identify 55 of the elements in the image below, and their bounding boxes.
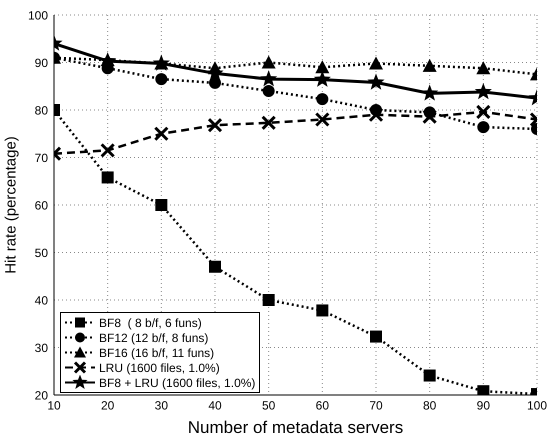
y-tick-label: 50 bbox=[34, 246, 48, 260]
x-tick-label: 10 bbox=[47, 398, 61, 413]
point bbox=[315, 60, 330, 74]
x-tick-label: 20 bbox=[100, 398, 115, 413]
point bbox=[155, 199, 168, 211]
point bbox=[422, 109, 438, 124]
x-tick-label: 40 bbox=[208, 398, 222, 413]
point bbox=[316, 304, 328, 316]
point bbox=[477, 121, 490, 134]
point bbox=[100, 142, 116, 158]
point bbox=[422, 58, 437, 72]
point bbox=[262, 294, 275, 306]
point bbox=[314, 112, 330, 127]
point bbox=[261, 115, 276, 130]
x-tick-label: 80 bbox=[422, 398, 437, 413]
legend-label: BF16 (16 b/f, 11 funs) bbox=[99, 346, 214, 360]
x-tick-label: 100 bbox=[526, 398, 548, 413]
legend-label: LRU (1600 files, 1.0%) bbox=[99, 360, 220, 374]
x-tick-label: 30 bbox=[154, 398, 168, 413]
y-tick-label: 40 bbox=[34, 293, 48, 308]
y-tick-label: 70 bbox=[34, 150, 48, 165]
point bbox=[155, 73, 168, 86]
y-tick-label: 60 bbox=[34, 198, 48, 212]
point bbox=[476, 104, 491, 120]
x-tick-label: 90 bbox=[476, 398, 490, 413]
point bbox=[260, 70, 278, 86]
y-tick-label: 90 bbox=[34, 56, 48, 70]
point bbox=[421, 84, 438, 101]
point bbox=[367, 73, 385, 90]
y-tick-label: 30 bbox=[34, 340, 48, 355]
point bbox=[476, 61, 490, 74]
point bbox=[154, 126, 169, 142]
legend-label: BF12 (12 b/f, 8 funs) bbox=[99, 330, 208, 344]
y-tick-label: 100 bbox=[28, 8, 48, 22]
x-axis-title: Number of metadata servers bbox=[188, 418, 404, 437]
point bbox=[316, 93, 328, 106]
point bbox=[370, 330, 382, 343]
point bbox=[262, 85, 275, 97]
y-tick-label: 80 bbox=[34, 103, 48, 118]
point bbox=[102, 171, 114, 184]
x-tick-label: 70 bbox=[369, 398, 383, 413]
point bbox=[262, 56, 276, 68]
y-axis-title: Hit rate (percentage) bbox=[2, 136, 20, 274]
point bbox=[208, 118, 222, 133]
legend-label: BF8 ( 8 b/f, 6 funs) bbox=[99, 316, 202, 330]
point bbox=[369, 56, 383, 70]
point bbox=[474, 82, 492, 100]
x-tick-label: 50 bbox=[262, 398, 276, 413]
y-tick-label: 20 bbox=[34, 388, 48, 402]
point bbox=[209, 76, 221, 89]
point bbox=[209, 260, 221, 273]
point bbox=[424, 370, 436, 382]
legend-label: BF8 + LRU (1600 files, 1.0%) bbox=[99, 376, 256, 390]
x-tick-label: 60 bbox=[316, 398, 330, 413]
point bbox=[368, 107, 384, 122]
